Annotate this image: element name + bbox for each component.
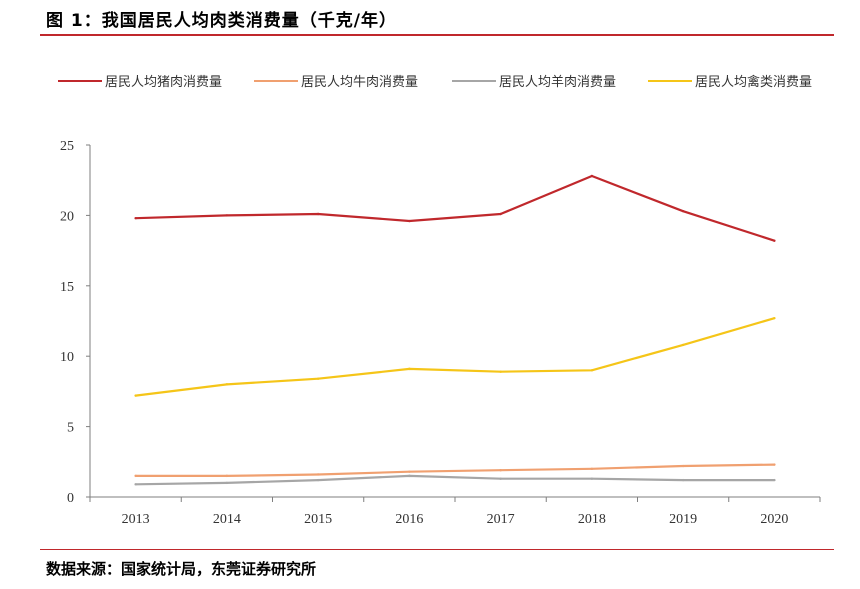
- data-point: [316, 377, 320, 380]
- y-tick-label: 20: [60, 209, 74, 224]
- y-tick-label: 0: [67, 491, 74, 506]
- data-point: [225, 474, 229, 478]
- data-point: [773, 463, 776, 466]
- data-point: [590, 369, 594, 372]
- series-line: [135, 317, 775, 397]
- title-divider: [40, 34, 834, 36]
- data-point: [499, 477, 502, 480]
- x-tick-label: 2018: [578, 512, 606, 527]
- data-point: [408, 474, 411, 478]
- data-point: [134, 483, 137, 486]
- legend-label: 居民人均牛肉消费量: [301, 75, 418, 90]
- series-line: [135, 474, 775, 486]
- data-point: [773, 239, 776, 242]
- chart-series: [134, 174, 776, 486]
- data-point: [408, 470, 411, 473]
- chart-axes: 0 5 10 15 20 25 2013 2014 2015 2016 2017 2018 2019 20…: [60, 139, 821, 527]
- chart-legend: 居民人均猪肉消费量 居民人均牛肉消费量 居民人均羊肉消费量 居民人均禽类消费量: [58, 74, 812, 90]
- data-point: [499, 469, 502, 472]
- data-point: [590, 467, 594, 471]
- x-tick-label: 2013: [122, 512, 150, 527]
- data-point: [681, 343, 685, 347]
- series-line: [135, 174, 775, 242]
- data-point: [134, 394, 137, 397]
- data-point: [499, 370, 502, 373]
- x-tick-label: 2016: [395, 512, 423, 527]
- legend-label: 居民人均猪肉消费量: [105, 75, 222, 90]
- data-point: [316, 212, 320, 216]
- x-tick-label: 2020: [760, 512, 788, 527]
- data-point: [316, 478, 320, 482]
- x-tick-label: 2017: [487, 512, 515, 527]
- data-point: [408, 367, 411, 371]
- source-divider: [40, 549, 834, 550]
- data-point: [773, 478, 776, 482]
- data-point: [225, 383, 229, 386]
- data-point: [681, 464, 685, 468]
- data-point: [316, 473, 320, 476]
- series-line: [135, 463, 775, 477]
- data-point: [225, 214, 229, 217]
- figure-title: 图 1：我国居民人均肉类消费量（千克/年）: [46, 11, 397, 31]
- data-point: [681, 478, 685, 482]
- x-tick-label: 2015: [304, 512, 332, 527]
- data-point: [134, 474, 137, 478]
- y-tick-label: 5: [67, 421, 74, 436]
- data-point: [590, 174, 594, 178]
- data-point: [773, 316, 776, 320]
- data-point: [408, 219, 411, 223]
- legend-label: 居民人均羊肉消费量: [499, 74, 616, 90]
- data-point: [225, 481, 229, 485]
- y-tick-label: 15: [60, 280, 74, 295]
- x-tick-label: 2014: [213, 512, 241, 527]
- y-tick-label: 25: [60, 139, 74, 154]
- data-point: [134, 217, 137, 220]
- legend-label: 居民人均禽类消费量: [695, 74, 812, 90]
- data-source-note: 数据来源：国家统计局，东莞证券研究所: [46, 560, 317, 578]
- y-tick-label: 10: [60, 350, 74, 365]
- data-point: [681, 209, 685, 213]
- x-tick-label: 2019: [669, 512, 697, 527]
- data-point: [499, 212, 502, 216]
- data-point: [590, 477, 594, 480]
